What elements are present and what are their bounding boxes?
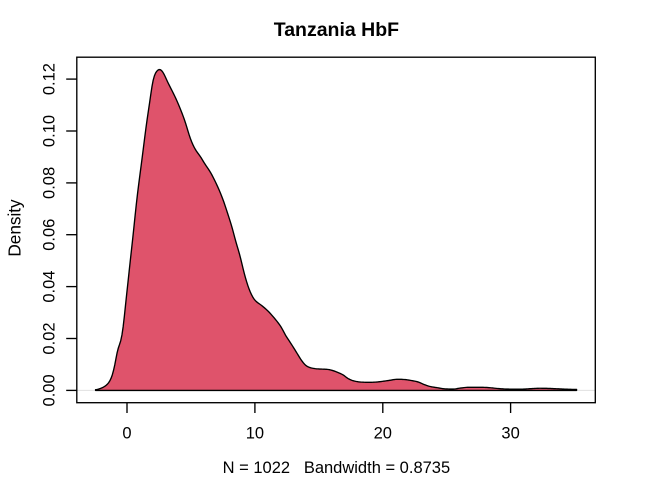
svg-text:0.10: 0.10	[41, 115, 59, 147]
svg-text:Density: Density	[5, 199, 25, 257]
svg-text:0.04: 0.04	[41, 271, 59, 303]
svg-text:Tanzania HbF: Tanzania HbF	[274, 19, 399, 41]
svg-text:N = 1022 Bandwidth = 0.8735: N = 1022 Bandwidth = 0.8735	[223, 459, 451, 477]
svg-text:10: 10	[246, 424, 264, 442]
svg-text:0.08: 0.08	[41, 167, 59, 199]
svg-text:30: 30	[501, 424, 519, 442]
svg-text:0.12: 0.12	[41, 63, 59, 95]
svg-text:0.06: 0.06	[41, 219, 59, 251]
svg-text:0.00: 0.00	[41, 374, 59, 406]
svg-text:0: 0	[122, 424, 131, 442]
svg-text:0.02: 0.02	[41, 322, 59, 354]
svg-text:20: 20	[374, 424, 392, 442]
